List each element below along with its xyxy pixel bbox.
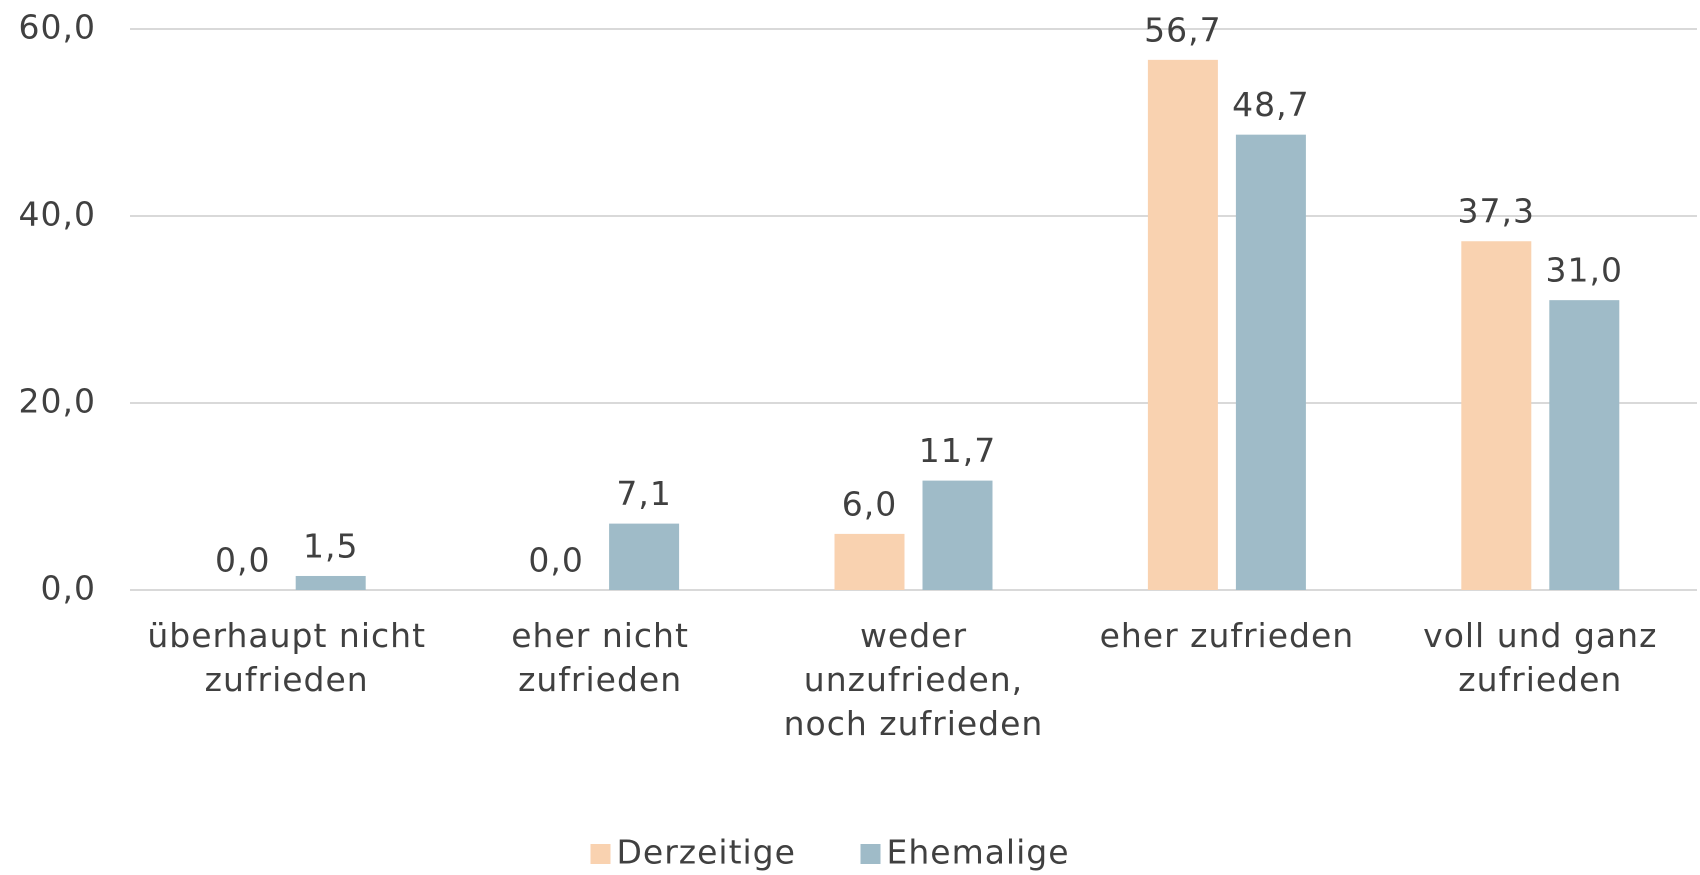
x-tick-label: voll und ganz zufrieden <box>1423 616 1658 699</box>
value-label: 0,0 <box>215 541 270 580</box>
bar <box>1549 300 1620 590</box>
bar <box>1147 59 1218 591</box>
legend-swatch <box>860 844 881 864</box>
value-label: 7,1 <box>616 474 671 513</box>
legend-swatch <box>590 844 611 864</box>
bar <box>1461 241 1532 590</box>
legend-label: Ehemalige <box>887 833 1070 872</box>
value-label: 56,7 <box>1144 10 1221 49</box>
value-label: 31,0 <box>1546 251 1623 290</box>
value-label: 6,0 <box>842 484 897 523</box>
x-tick-label: weder unzufrieden, noch zufrieden <box>783 616 1044 743</box>
bar <box>1235 134 1306 590</box>
value-label: 48,7 <box>1232 85 1309 124</box>
bar <box>295 575 366 590</box>
y-tick-label: 40,0 <box>19 195 96 234</box>
y-tick-label: 60,0 <box>19 8 96 47</box>
y-tick-label: 0,0 <box>41 569 96 608</box>
y-tick-label: 20,0 <box>19 382 96 421</box>
value-label: 0,0 <box>528 541 583 580</box>
x-tick-label: eher zufrieden <box>1099 616 1355 655</box>
bar <box>922 480 993 590</box>
bar <box>834 533 905 590</box>
value-label: 1,5 <box>303 526 358 565</box>
value-label: 11,7 <box>919 431 996 470</box>
bar <box>609 523 680 590</box>
value-label: 37,3 <box>1458 192 1535 231</box>
x-tick-label: überhaupt nicht zufrieden <box>147 616 427 699</box>
legend-label: Derzeitige <box>617 833 796 872</box>
x-tick-label: eher nicht zufrieden <box>511 616 689 699</box>
